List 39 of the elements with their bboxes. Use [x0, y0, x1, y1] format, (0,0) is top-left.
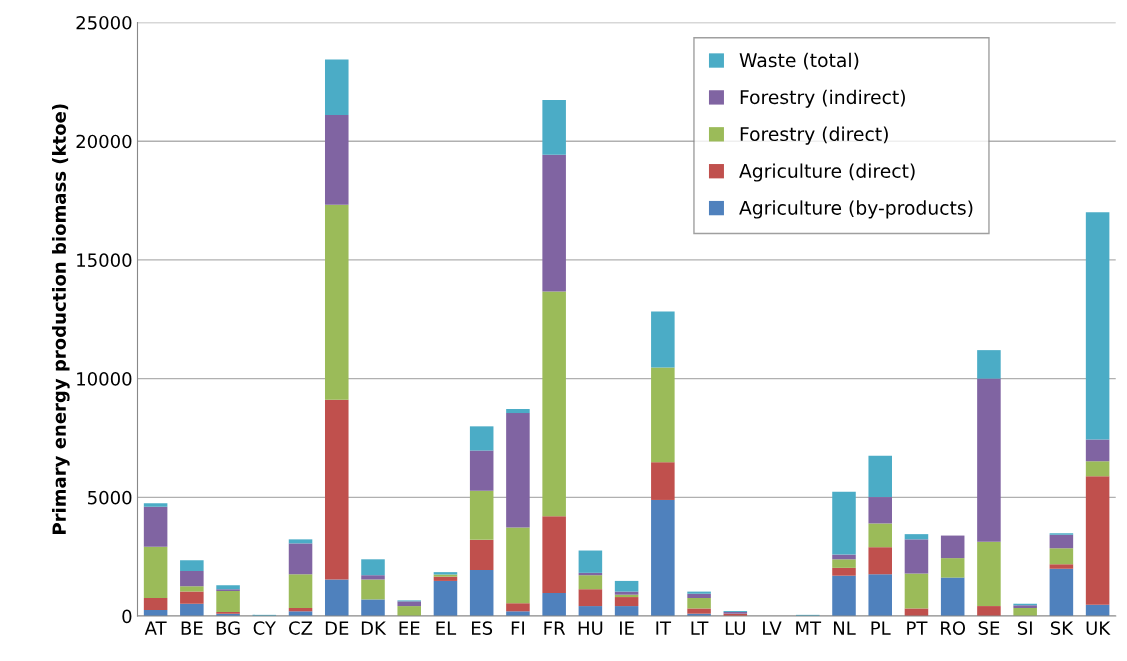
x-tick-label: PL [871, 621, 891, 635]
y-tick-label: 10000 [77, 372, 132, 386]
x-tick-label: RO [941, 621, 966, 635]
x-tick-label: CY [253, 621, 276, 635]
legend-label: Forestry (direct) [740, 126, 888, 145]
x-tick-label: ES [472, 621, 493, 635]
x-tick-label: AT [144, 621, 167, 635]
x-tick-label: UK [1086, 621, 1111, 635]
y-tick-label: 5000 [88, 490, 132, 505]
x-tick-label: LT [691, 621, 709, 635]
x-tick-label: DK [361, 621, 387, 635]
legend-label: Agriculture (direct) [739, 163, 915, 182]
x-tick-label: BG [216, 621, 240, 635]
y-tick-label: 0 [122, 609, 132, 624]
y-tick-label: 20000 [76, 134, 132, 149]
legend-label: Agriculture (by-products) [739, 200, 973, 219]
x-tick-label: CZ [289, 621, 313, 635]
x-tick-label: EL [436, 621, 457, 635]
x-tick-label: PT [907, 621, 928, 635]
x-tick-label: SK [1050, 621, 1074, 635]
x-tick-label: IE [620, 621, 634, 635]
x-tick-label: HU [578, 621, 603, 635]
x-tick-label: FI [511, 621, 524, 635]
x-tick-label: NL [833, 621, 856, 635]
legend-label: Forestry (indirect) [740, 89, 905, 108]
x-tick-label: FR [544, 621, 566, 635]
x-tick-label: SI [1017, 621, 1032, 635]
x-tick-label: BE [181, 621, 203, 635]
legend-label: Waste (total) [739, 52, 859, 70]
x-tick-label: MT [796, 621, 822, 635]
y-tick-label: 25000 [76, 15, 132, 30]
x-tick-label: IT [656, 621, 672, 635]
y-tick-label: 15000 [77, 253, 132, 268]
x-tick-label: LV [763, 621, 782, 635]
y-axis-title: Primary energy production biomass (ktoe) [52, 104, 70, 534]
x-tick-label: EE [399, 621, 420, 635]
x-tick-label: LU [725, 621, 745, 635]
x-tick-label: DE [325, 621, 349, 635]
x-tick-label: SE [978, 621, 1000, 635]
